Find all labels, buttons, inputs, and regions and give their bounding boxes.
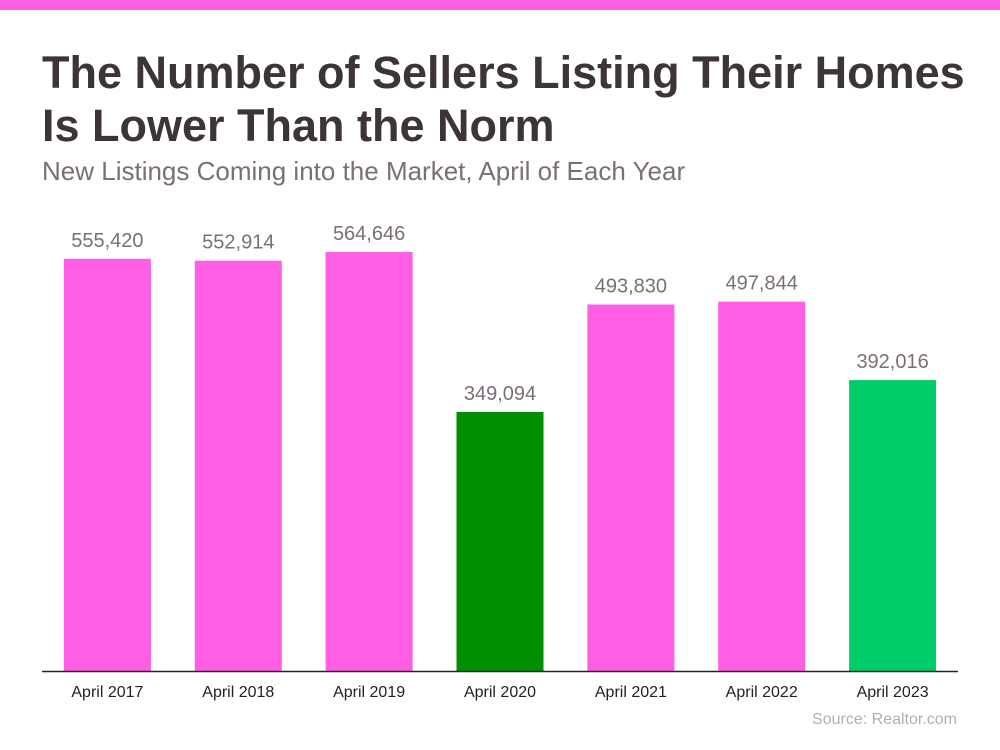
value-label: 493,830: [595, 276, 667, 298]
bar-april-2018: [194, 260, 282, 671]
x-tick-label: April 2020: [464, 684, 536, 701]
x-tick-label: April 2022: [726, 684, 798, 701]
value-label: 392,016: [856, 351, 928, 373]
bar-april-2019: [325, 252, 413, 671]
bar-april-2023: [849, 380, 937, 671]
x-tick-label: April 2017: [71, 684, 143, 701]
bar-april-2021: [587, 304, 675, 671]
chart-title-line-2: Is Lower Than the Norm: [42, 100, 555, 151]
value-label: 349,094: [464, 383, 536, 405]
chart-title: The Number of Sellers Listing Their Home…: [42, 46, 982, 152]
chart-title-line-1: The Number of Sellers Listing Their Home…: [42, 47, 965, 98]
x-tick-label: April 2018: [202, 684, 274, 701]
value-label: 497,844: [726, 273, 798, 295]
bar-april-2022: [718, 301, 806, 671]
accent-top-bar: [0, 0, 1000, 10]
bar-april-2020: [456, 412, 544, 671]
x-tick-label: April 2023: [857, 684, 929, 701]
chart-subtitle: New Listings Coming into the Market, Apr…: [42, 156, 686, 186]
value-label: 564,646: [333, 223, 405, 245]
bar-april-2017: [63, 258, 151, 671]
x-tick-label: April 2019: [333, 684, 405, 701]
value-label: 552,914: [202, 232, 274, 254]
value-label: 555,420: [71, 230, 143, 252]
source-note: Source: Realtor.com: [812, 711, 957, 728]
x-tick-label: April 2021: [595, 684, 667, 701]
